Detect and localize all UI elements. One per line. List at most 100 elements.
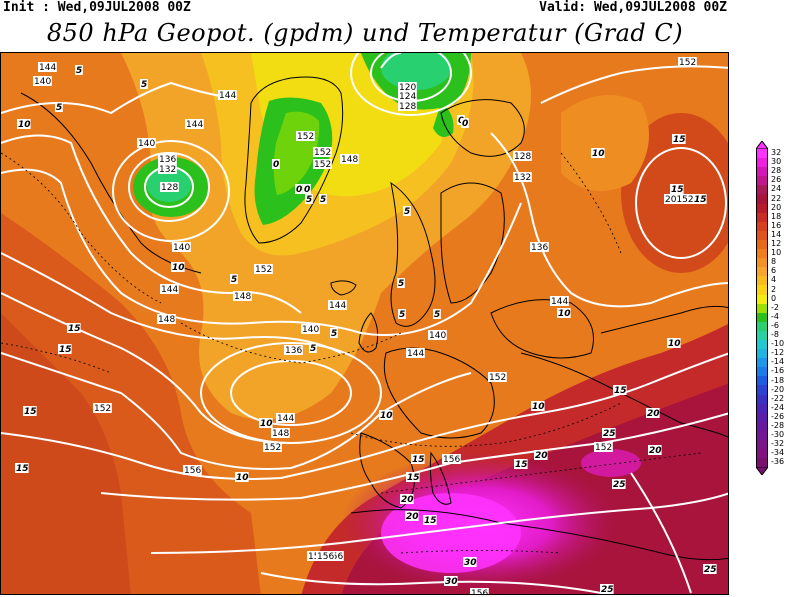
height-contour-label: 152 xyxy=(595,443,612,453)
temperature-contour-label: 10 xyxy=(260,419,273,429)
temperature-contour-label: 20 xyxy=(649,446,662,456)
height-label-bg xyxy=(594,442,613,452)
height-contour-label: 136 xyxy=(159,155,176,165)
temp-label-bg xyxy=(514,459,528,469)
colorbar-level-label: -34 xyxy=(771,448,785,458)
colorbar-level-label: -26 xyxy=(771,411,785,421)
temperature-contour-label: 15 xyxy=(424,516,437,526)
height-contour-label: 148 xyxy=(341,155,358,165)
height-label-bg xyxy=(301,324,320,334)
temp-label-bg xyxy=(330,328,338,338)
height-contour-label: 156 xyxy=(317,552,334,562)
temp-label-bg xyxy=(693,194,707,204)
colorbar-cell xyxy=(756,303,768,313)
temperature-contour-label: 5 xyxy=(398,279,404,289)
temp-label-bg xyxy=(600,584,614,594)
height-label-bg xyxy=(38,62,57,72)
height-label-bg xyxy=(398,82,417,92)
temperature-contour-label: 30 xyxy=(445,577,458,587)
height-label-bg xyxy=(340,154,359,164)
temp-label-bg xyxy=(171,262,185,272)
height-contour-label: 144 xyxy=(407,349,424,359)
height-contour-label: 144 xyxy=(329,301,346,311)
height-contour-label: 128 xyxy=(161,183,178,193)
temp-label-bg xyxy=(433,309,441,319)
colorbar-cell xyxy=(756,249,768,259)
temperature-contour-label: 5 xyxy=(56,103,62,113)
temp-label-bg xyxy=(303,184,311,194)
colorbar-cell xyxy=(756,221,768,231)
temperature-contour-label: 15 xyxy=(16,464,29,474)
temp-label-bg xyxy=(58,344,72,354)
colorbar-level-label: 24 xyxy=(771,184,782,194)
temperature-contour-label: 5 xyxy=(141,80,147,90)
height-label-bg xyxy=(158,164,177,174)
height-label-bg xyxy=(428,330,447,340)
height-contour-label: 152 xyxy=(94,404,111,414)
temperature-contour-label: 30 xyxy=(464,558,477,568)
height-contour-label: 152 xyxy=(314,160,331,170)
temperature-contour-label: 15 xyxy=(407,473,420,483)
temp-label-bg xyxy=(612,479,626,489)
height-label-bg xyxy=(93,403,112,413)
height-contour-label: 140 xyxy=(302,325,319,335)
colorbar-cell xyxy=(756,176,768,186)
colorbar-level-label: -20 xyxy=(771,384,785,394)
colorbar-cell xyxy=(756,194,768,204)
colorbar-level-label: -2 xyxy=(771,302,779,312)
colorbar-level-label: 12 xyxy=(771,239,782,248)
height-label-bg xyxy=(263,442,282,452)
height-label-bg xyxy=(398,91,417,101)
temperature-contour-label: 15 xyxy=(694,195,707,205)
temp-label-bg xyxy=(397,278,405,288)
colorbar-level-label: -36 xyxy=(771,457,785,467)
temperature-contour-label: 0 xyxy=(304,185,310,195)
temperature-contour-label: 5 xyxy=(310,344,316,354)
colorbar-level-label: -32 xyxy=(771,439,785,449)
colorbar-level-label: -14 xyxy=(771,357,785,367)
colorbar-level-label: 8 xyxy=(771,257,777,267)
chart-title: 850 hPa Geopot. (gpdm) und Temperatur (G… xyxy=(46,19,684,47)
height-label-bg xyxy=(172,242,191,252)
temperature-contour-label: 5 xyxy=(404,207,410,217)
height-label-bg xyxy=(160,182,179,192)
colorbar-cell xyxy=(756,203,768,213)
height-label-bg xyxy=(158,154,177,164)
temp-label-bg xyxy=(461,118,469,128)
height-contour-label: 140 xyxy=(173,243,190,253)
height-label-bg xyxy=(678,57,697,67)
temp-label-bg xyxy=(67,323,81,333)
height-contour-label: 156 xyxy=(184,466,201,476)
colorbar-level-label: 2 xyxy=(771,284,777,294)
temp-label-bg xyxy=(667,338,681,348)
temp-label-bg xyxy=(400,494,414,504)
temperature-contour-label: 5 xyxy=(320,195,326,205)
colorbar-cell xyxy=(756,385,768,395)
height-contour-label: 120 xyxy=(399,83,416,93)
temp-label-bg xyxy=(17,119,31,129)
colorbar-level-label: -6 xyxy=(771,320,779,330)
temp-label-bg xyxy=(602,428,616,438)
temp-label-bg xyxy=(235,472,249,482)
height-label-bg xyxy=(406,348,425,358)
colorbar-cell xyxy=(756,167,768,177)
temperature-contour-label: 25 xyxy=(603,429,616,439)
colorbar-level-label: 0 xyxy=(771,293,777,303)
height-label-bg xyxy=(550,296,569,306)
height-contour-label: 128 xyxy=(514,152,531,162)
temperature-contour-label: 10 xyxy=(532,402,545,412)
temperature-contour-label: 0 xyxy=(462,119,468,129)
temperature-contour-label: 15 xyxy=(515,460,528,470)
colorbar-cell xyxy=(756,412,768,422)
temp-label-bg xyxy=(648,445,662,455)
temp-label-bg xyxy=(309,343,317,353)
height-contour-label: 156 xyxy=(471,589,488,595)
height-contour-label: 152 xyxy=(489,373,506,383)
temperature-contour-label: 20 xyxy=(647,409,660,419)
height-contour-label: 144 xyxy=(277,414,294,424)
temperature-contour-label: 15 xyxy=(673,135,686,145)
height-label-bg xyxy=(233,291,252,301)
temperature-contour-label: 5 xyxy=(76,66,82,76)
colorbar-level-label: -16 xyxy=(771,366,785,376)
colorbar-cell xyxy=(756,394,768,404)
